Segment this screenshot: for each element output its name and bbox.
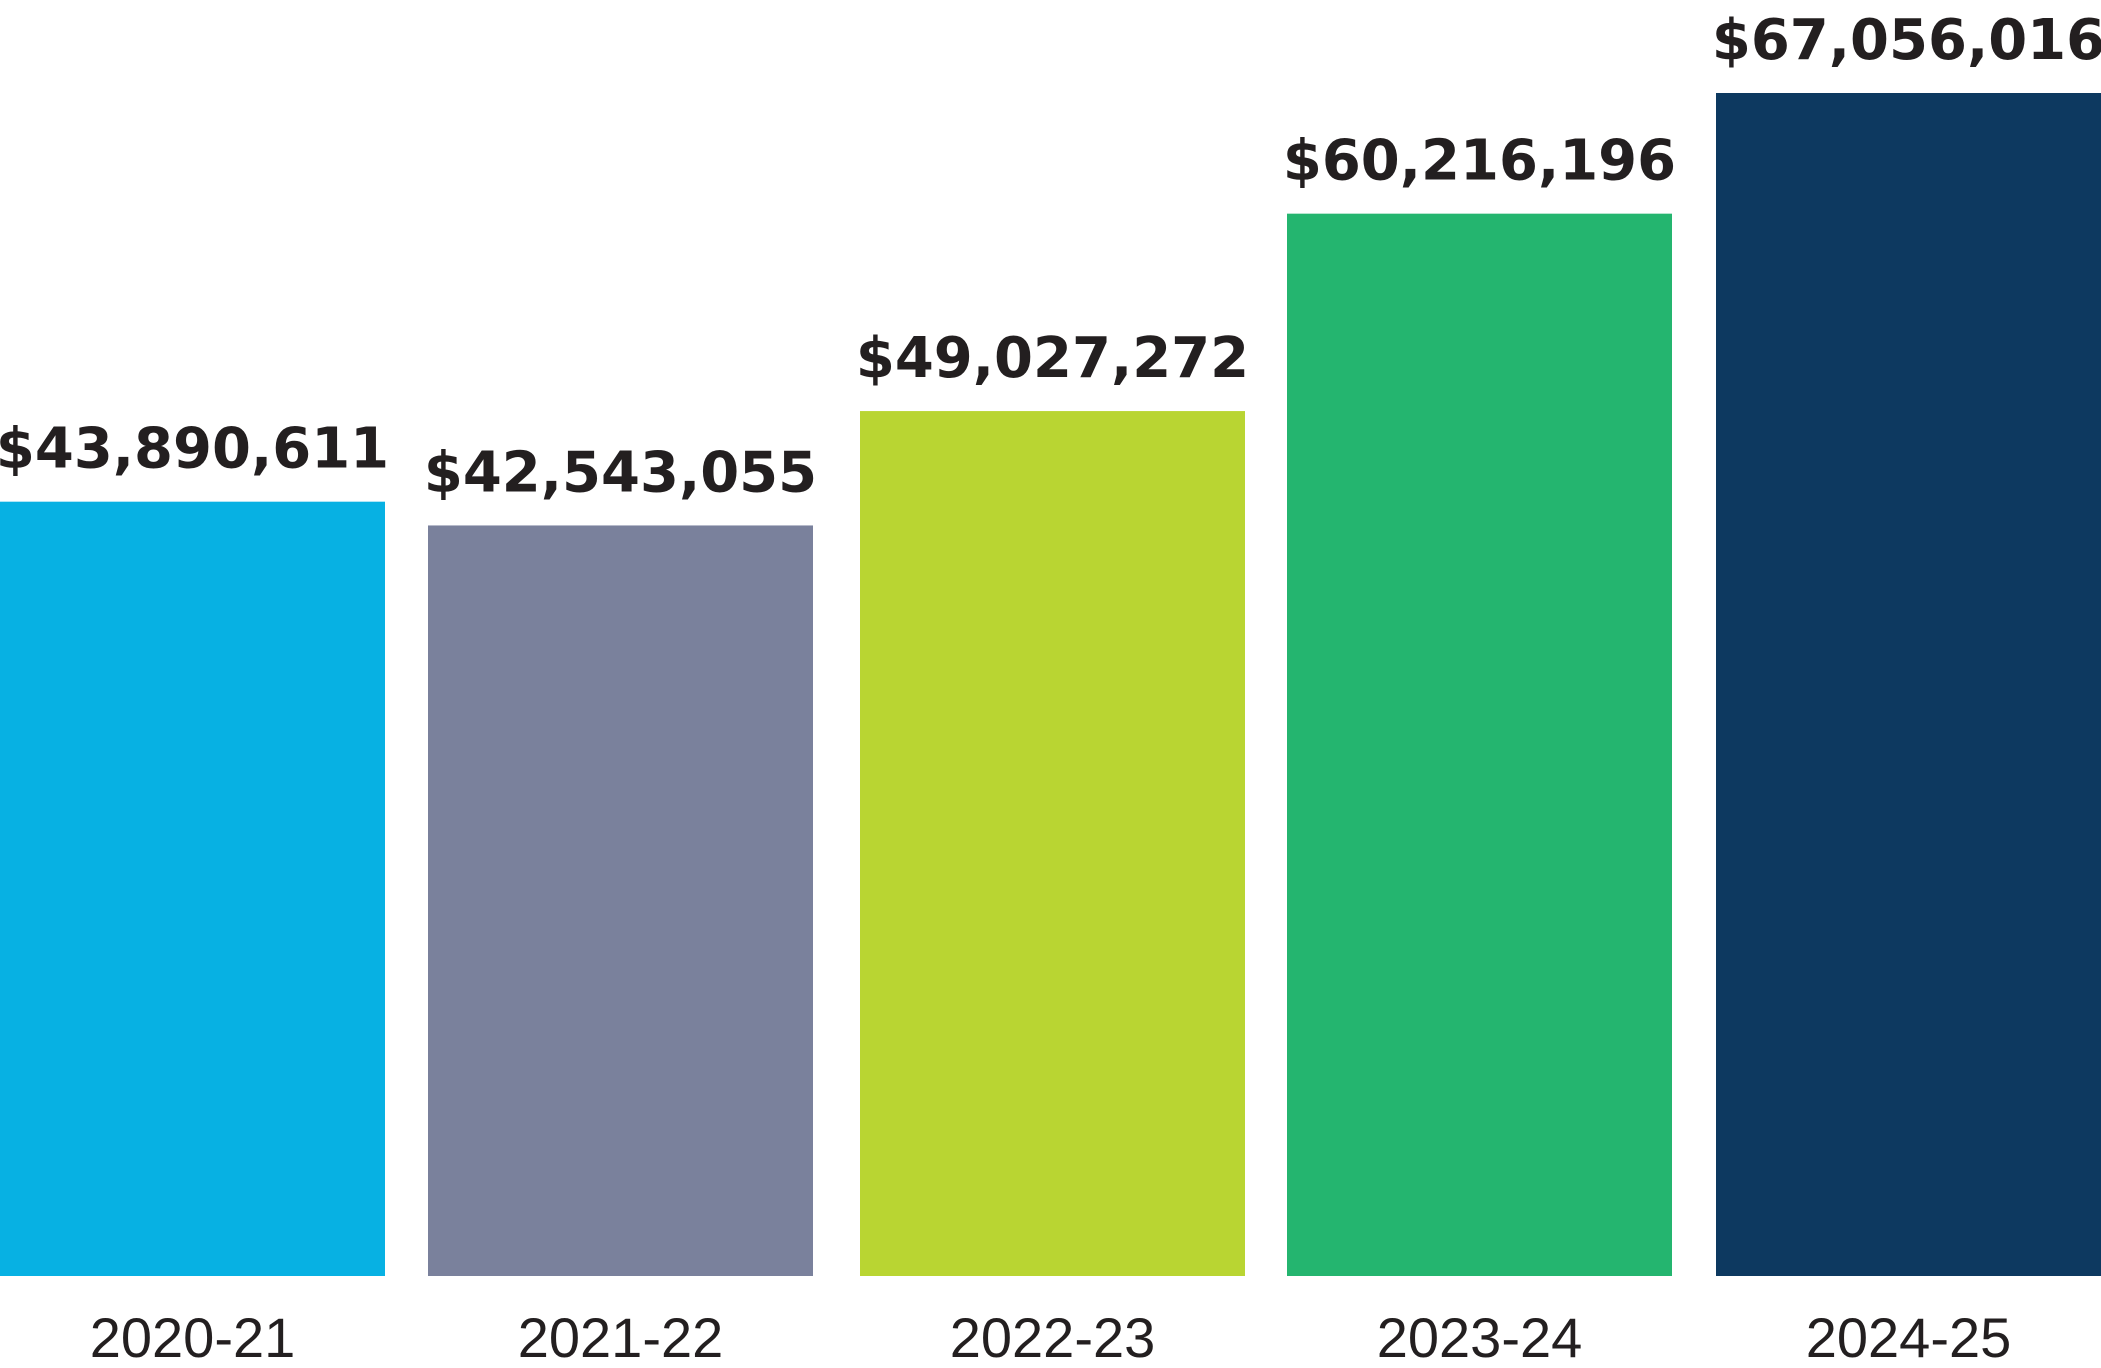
x-tick-label-2022-23: 2022-23	[950, 1306, 1156, 1368]
x-tick-label-2020-21: 2020-21	[90, 1306, 296, 1368]
x-tick-label-2023-24: 2023-24	[1377, 1306, 1583, 1368]
x-tick-labels-group: 2020-21 2021-22 2022-23 2023-24 2024-25	[90, 1306, 2012, 1368]
x-tick-label-2024-25: 2024-25	[1806, 1306, 2012, 1368]
bar-2020-21	[0, 501, 385, 1276]
bar-2024-25	[1716, 93, 2101, 1276]
value-label-2022-23: $49,027,272	[856, 326, 1249, 391]
bar-2022-23	[860, 411, 1245, 1276]
x-tick-label-2021-22: 2021-22	[518, 1306, 724, 1368]
value-labels-group: $43,890,611 $42,543,055 $49,027,272 $60,216…	[0, 8, 2101, 505]
bar-2023-24	[1287, 213, 1672, 1277]
value-label-2024-25: $67,056,016	[1712, 8, 2101, 73]
value-label-2020-21: $43,890,611	[0, 417, 389, 482]
value-label-2021-22: $42,543,055	[424, 440, 817, 505]
value-label-2023-24: $60,216,196	[1283, 129, 1676, 194]
bars-group	[0, 93, 2101, 1277]
bar-2021-22	[428, 525, 813, 1276]
